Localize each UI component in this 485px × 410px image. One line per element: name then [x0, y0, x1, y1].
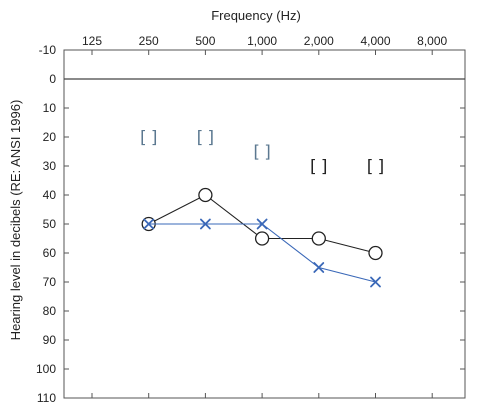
y-tick-label: 0 [49, 72, 56, 86]
right-bracket: ] [150, 128, 160, 148]
x-tick-label: 1,000 [247, 34, 277, 48]
circle-marker [368, 245, 383, 261]
right-bracket: ] [263, 143, 273, 163]
y-axis-title: Hearing level in decibels (RE: ANSI 1996… [8, 100, 23, 341]
y-tick-label: 80 [43, 304, 57, 318]
y-tick-label: 60 [43, 246, 57, 260]
y-tick-label: -10 [39, 43, 57, 57]
x-marker [313, 262, 325, 273]
y-tick-label: 100 [36, 362, 56, 376]
x-tick-label: 4,000 [360, 34, 390, 48]
bracket-marker: [] [194, 128, 216, 148]
y-tick-label: 50 [43, 217, 57, 231]
x-marker [143, 218, 155, 230]
left-bracket: [ [364, 157, 374, 177]
x-tick-label: 500 [195, 34, 215, 48]
bracket-marker: [] [364, 157, 386, 177]
x-marker [256, 218, 268, 230]
y-tick-label: 30 [43, 159, 57, 173]
axis-ticks: 125 250 500 1,000 2,000 4,000 8,000 -10 0 10 20 30 4… [36, 34, 465, 405]
x-tick-label: 250 [139, 34, 159, 48]
x-tick-label: 8,000 [417, 34, 447, 48]
series-layer: [][][][][] [138, 128, 387, 288]
x-axis-title: Frequency (Hz) [211, 8, 301, 23]
y-tick-label: 10 [43, 101, 57, 115]
x-marker [370, 276, 381, 288]
left-bracket: [ [194, 128, 204, 148]
plot-frame [63, 49, 466, 399]
right-bracket: ] [206, 128, 216, 148]
y-tick-label: 90 [43, 333, 57, 347]
bracket-marker: [] [251, 143, 273, 163]
x-marker [200, 218, 211, 230]
x-tick-label: 2,000 [304, 34, 334, 48]
y-tick-label: 70 [43, 275, 57, 289]
right-bracket: ] [320, 157, 330, 177]
left-bracket: [ [251, 143, 261, 163]
x-tick-label: 125 [82, 34, 102, 48]
circle-marker [311, 231, 326, 246]
circle-marker [254, 231, 270, 246]
left-bracket: [ [308, 157, 318, 177]
y-tick-label: 40 [43, 188, 57, 202]
left-bracket: [ [138, 128, 148, 148]
y-tick-label: 110 [37, 391, 56, 405]
y-tick-label: 20 [43, 130, 57, 144]
bracket-marker: [] [308, 157, 330, 177]
right-bracket: ] [376, 157, 386, 177]
bracket-marker: [] [138, 128, 160, 148]
circle-marker [198, 187, 213, 203]
